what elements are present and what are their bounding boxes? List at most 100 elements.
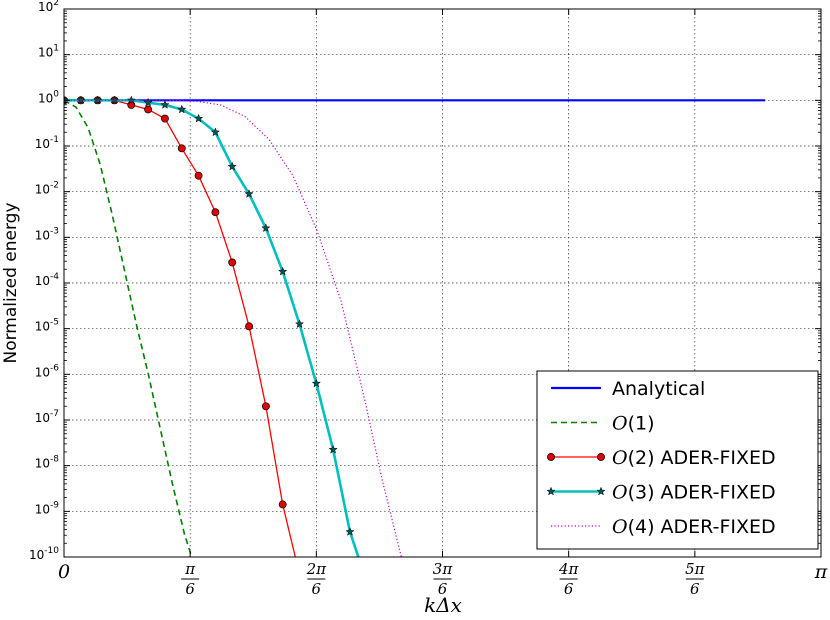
legend-entry: Analytical xyxy=(551,378,705,400)
star-marker xyxy=(345,526,355,536)
x-tick-numerator: 2π xyxy=(306,560,328,578)
x-tick-denominator: 6 xyxy=(185,580,195,598)
axis-ticks xyxy=(63,8,822,558)
circle-marker xyxy=(177,144,186,153)
star-marker xyxy=(311,378,322,388)
x-tick-denominator: 6 xyxy=(438,580,448,598)
y-tick-label: 10-6 xyxy=(35,363,60,379)
star-marker xyxy=(109,95,120,105)
y-tick-label: 10-3 xyxy=(35,226,59,242)
legend-label-math: O xyxy=(612,516,628,538)
y-tick-exponent: -7 xyxy=(50,409,59,419)
legend-label-text: Analytical xyxy=(612,378,705,400)
series-layer xyxy=(64,95,766,557)
y-tick-label: 10-9 xyxy=(35,500,60,516)
star-marker xyxy=(126,95,136,105)
x-tick-fraction: 5π6 xyxy=(685,560,706,598)
star-marker xyxy=(328,444,338,454)
y-tick-labels: 10210110010-110-210-310-410-510-610-710-… xyxy=(29,0,59,562)
star-marker xyxy=(244,189,254,198)
y-tick-label: 10-4 xyxy=(35,272,60,288)
legend-entry: O(3) ADER-FIXED xyxy=(546,482,776,504)
x-tick-numerator: 5π xyxy=(685,560,706,578)
circle-marker xyxy=(547,453,555,461)
circle-marker xyxy=(211,208,220,217)
circle-marker xyxy=(144,105,153,114)
y-tick-exponent: 0 xyxy=(53,89,59,99)
circle-marker xyxy=(597,453,605,461)
star-marker xyxy=(227,161,237,171)
y-tick-exponent: 1 xyxy=(53,44,59,54)
star-marker xyxy=(160,99,170,109)
legend-label-text: (4) ADER-FIXED xyxy=(628,516,776,538)
circle-marker xyxy=(228,258,237,267)
x-tick-denominator: 6 xyxy=(312,580,322,598)
y-tick-label: 101 xyxy=(38,44,59,60)
series-o-3-ader-fixed xyxy=(64,95,360,557)
x-tick-fraction: 4π6 xyxy=(558,560,580,598)
x-tick-denominator: 6 xyxy=(564,580,574,598)
legend-label-math: O xyxy=(612,447,628,469)
x-tick-label: 0 xyxy=(58,561,70,583)
circle-marker xyxy=(194,171,203,180)
series-o-2-ader-fixed xyxy=(64,96,296,557)
y-tick-exponent: -10 xyxy=(44,546,59,556)
star-marker xyxy=(596,486,606,496)
y-tick-label: 10-2 xyxy=(35,181,59,197)
y-tick-exponent: -5 xyxy=(50,318,59,328)
y-tick-label: 10-7 xyxy=(35,409,59,425)
legend-label-math: O xyxy=(612,413,628,435)
y-tick-label: 10-8 xyxy=(35,455,60,471)
legend-label-text: (1) xyxy=(628,413,655,435)
star-marker xyxy=(76,95,86,105)
series-line xyxy=(64,99,193,557)
circle-marker xyxy=(278,500,287,509)
y-axis-label: Normalized energy xyxy=(1,202,21,363)
y-tick-exponent: 2 xyxy=(53,0,59,8)
star-marker xyxy=(261,223,271,233)
legend-label: Analytical xyxy=(612,378,705,400)
legend-label: O(2) ADER-FIXED xyxy=(612,447,776,469)
x-tick-numerator: π xyxy=(184,560,196,578)
legend-entry: O(1) xyxy=(551,413,655,435)
legend-label: O(3) ADER-FIXED xyxy=(612,482,776,504)
legend-box xyxy=(536,370,819,550)
circle-marker xyxy=(160,114,169,123)
y-tick-label: 102 xyxy=(38,0,59,14)
y-tick-exponent: -8 xyxy=(50,455,59,465)
x-tick-fraction: 2π6 xyxy=(306,560,328,598)
y-tick-exponent: -9 xyxy=(50,500,59,510)
star-marker xyxy=(193,113,204,123)
legend-entry: O(2) ADER-FIXED xyxy=(547,447,776,469)
y-tick-label: 10-1 xyxy=(35,135,59,151)
circle-marker xyxy=(261,402,270,411)
legend-label-math: O xyxy=(612,482,628,504)
star-marker xyxy=(210,127,221,137)
star-marker xyxy=(177,104,187,114)
star-marker xyxy=(294,319,305,329)
star-marker xyxy=(143,97,153,107)
legend-label: O(1) xyxy=(612,413,655,435)
x-tick-fraction: π6 xyxy=(181,560,200,598)
x-axis-label: kΔx xyxy=(424,593,462,617)
x-tick-numerator: 3π xyxy=(433,560,454,578)
x-tick-numerator: 4π xyxy=(558,560,580,578)
y-tick-exponent: -2 xyxy=(50,181,59,191)
y-tick-label: 10-10 xyxy=(29,546,59,562)
y-tick-label: 10-5 xyxy=(35,318,59,334)
legend-entry: O(4) ADER-FIXED xyxy=(551,516,776,538)
circle-marker xyxy=(245,322,254,331)
y-tick-exponent: -4 xyxy=(50,272,59,282)
star-marker xyxy=(92,95,103,105)
x-tick-fraction: 3π6 xyxy=(433,560,454,598)
star-marker xyxy=(278,266,288,276)
legend-label-text: (2) ADER-FIXED xyxy=(628,447,776,469)
x-tick-denominator: 6 xyxy=(690,580,700,598)
y-tick-exponent: -6 xyxy=(50,363,59,373)
legend-label: O(4) ADER-FIXED xyxy=(612,516,776,538)
y-tick-exponent: -3 xyxy=(50,226,59,236)
y-tick-label: 100 xyxy=(38,89,59,105)
star-marker xyxy=(546,486,556,496)
